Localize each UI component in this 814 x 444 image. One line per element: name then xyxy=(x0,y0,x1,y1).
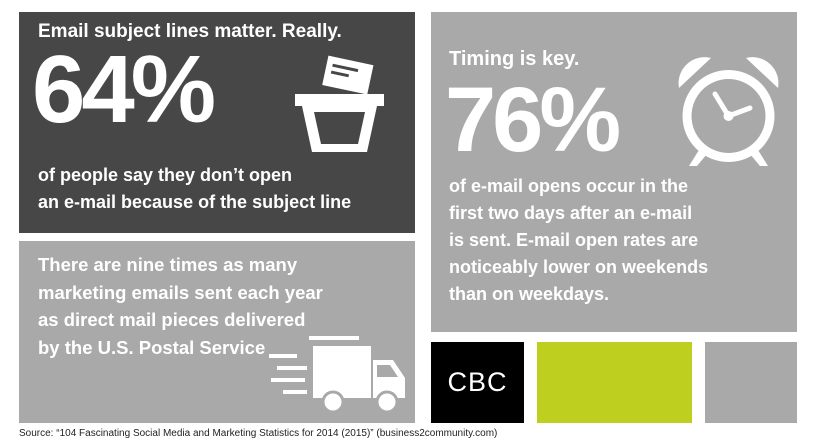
cbc-logo-block: CBC xyxy=(431,342,524,423)
caption-line: of e-mail opens occur in the xyxy=(449,176,689,196)
timing-stat: 76% xyxy=(445,69,621,171)
caption-line: is sent. E-mail open rates are xyxy=(449,230,699,250)
caption-line: noticeably lower on weekends xyxy=(449,257,709,277)
caption-line: marketing emails sent each year xyxy=(38,281,323,303)
timing-panel: Timing is key. 76% of e-mail opens occur… xyxy=(431,12,797,332)
trash-can-icon xyxy=(295,55,384,152)
caption-line: first two days after an e-mail xyxy=(449,203,693,223)
source-citation: Source: “104 Fascinating Social Media an… xyxy=(19,428,498,439)
lime-color-block xyxy=(537,342,692,423)
caption-line: an e-mail because of the subject line xyxy=(38,192,352,212)
subject-line-panel: Email subject lines matter. Really. 64% … xyxy=(19,12,415,233)
grey-color-block xyxy=(705,342,797,423)
caption-line: as direct mail pieces delivered xyxy=(38,309,306,330)
cbc-logo: CBC xyxy=(431,342,524,423)
logo-text: CBC xyxy=(447,367,508,397)
email-volume-panel: There are nine times as many marketing e… xyxy=(19,241,415,423)
caption-line: of people say they don’t open xyxy=(38,165,293,185)
caption-line: There are nine times as many xyxy=(38,254,298,275)
timing-heading: Timing is key. xyxy=(449,48,580,70)
subject-line-caption: of people say they don’t open an e-mail … xyxy=(38,162,351,216)
timing-caption: of e-mail opens occur in the first two d… xyxy=(449,173,708,308)
caption-line: than on weekdays. xyxy=(449,284,610,304)
email-volume-caption: There are nine times as many marketing e… xyxy=(38,251,323,361)
subject-line-heading: Email subject lines matter. Really. xyxy=(38,21,342,42)
delivery-truck-icon xyxy=(269,336,405,414)
alarm-clock-icon xyxy=(678,57,779,166)
caption-line: by the U.S. Postal Service xyxy=(38,336,266,358)
subject-line-stat: 64% xyxy=(32,36,216,143)
